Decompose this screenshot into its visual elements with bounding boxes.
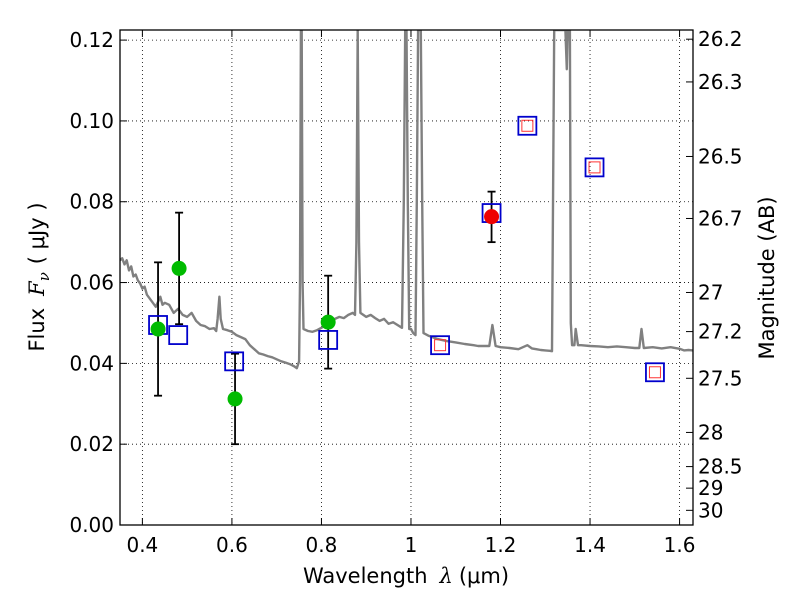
y-axis-symbol: F [25,280,49,297]
x-tick-label: 0.6 [216,533,248,557]
x-tick-labels: 0.4 0.6 0.8 1 1.2 1.4 1.6 [126,533,695,557]
y2-tick-label: 27.5 [698,366,743,390]
y-tick-label: 0.08 [69,190,114,214]
y-axis-title: Flux Fν ( μJy ) [25,202,53,351]
detection-circle-marker [484,209,500,225]
y2-tick-label: 30 [698,498,723,522]
x-tick-label: 1 [405,533,418,557]
model-square-marker [430,335,450,356]
x-tick-label: 0.8 [306,533,338,557]
spectrum-line [120,30,693,370]
y2-tick-label: 28.5 [698,455,743,479]
detection-circle-marker [320,314,336,330]
y2-tick-label: 27 [698,280,723,304]
model-inner-square-marker [588,161,601,174]
detection-circle-marker [171,260,187,276]
y2-tick-label: 26.7 [698,206,743,230]
model-inner-square-marker [521,119,534,132]
y-tick-labels: 0.00 0.02 0.04 0.06 0.08 0.10 0.12 [69,28,114,537]
x-axis-symbol: λ [439,564,453,588]
model-inner-square-marker [648,366,661,379]
y-tick-label: 0.00 [69,513,114,537]
x-axis-unit: (μm) [459,564,509,588]
y2-tick-label: 26.3 [698,70,743,94]
model-square-marker [645,362,665,383]
y2-tick-label: 28 [698,420,723,444]
model-square-marker [584,157,605,178]
y2-tick-label: 29 [698,476,723,500]
y2-tick-label: 26.2 [698,27,743,51]
plot-frame [119,29,694,526]
y-tick-label: 0.12 [69,28,114,52]
x-axis-label: Wavelength [303,564,428,588]
model-square-marker [517,115,538,136]
detection-circle-marker [227,391,243,407]
y-axis-label: Flux [25,308,49,352]
x-tick-label: 1.2 [485,533,517,557]
y-axis-unit: ( μJy ) [25,202,49,264]
y2-axis-title: Magnitude (AB) [755,196,779,359]
x-tick-label: 1.6 [664,533,696,557]
model-inner-square-marker [434,339,447,352]
y-tick-label: 0.06 [69,271,114,295]
axis-ticks [120,30,693,526]
model-square-marker [224,351,245,372]
y-tick-label: 0.10 [69,109,114,133]
model-square-marker [318,330,339,350]
x-axis-title: Wavelength λ (μm) [303,564,509,588]
model-square-marker [168,325,189,345]
x-tick-label: 0.4 [126,533,158,557]
y2-tick-label: 26.5 [698,144,743,168]
y-tick-label: 0.04 [69,351,114,375]
x-tick-label: 1.4 [574,533,606,557]
detection-circle-marker [150,321,166,337]
y-axis-subscript: ν [35,272,53,281]
spectrum-series [120,30,693,370]
grid-lines [120,30,693,526]
y2-tick-label: 27.2 [698,320,743,344]
y-tick-label: 0.02 [69,432,114,456]
photometry-markers [148,115,665,407]
